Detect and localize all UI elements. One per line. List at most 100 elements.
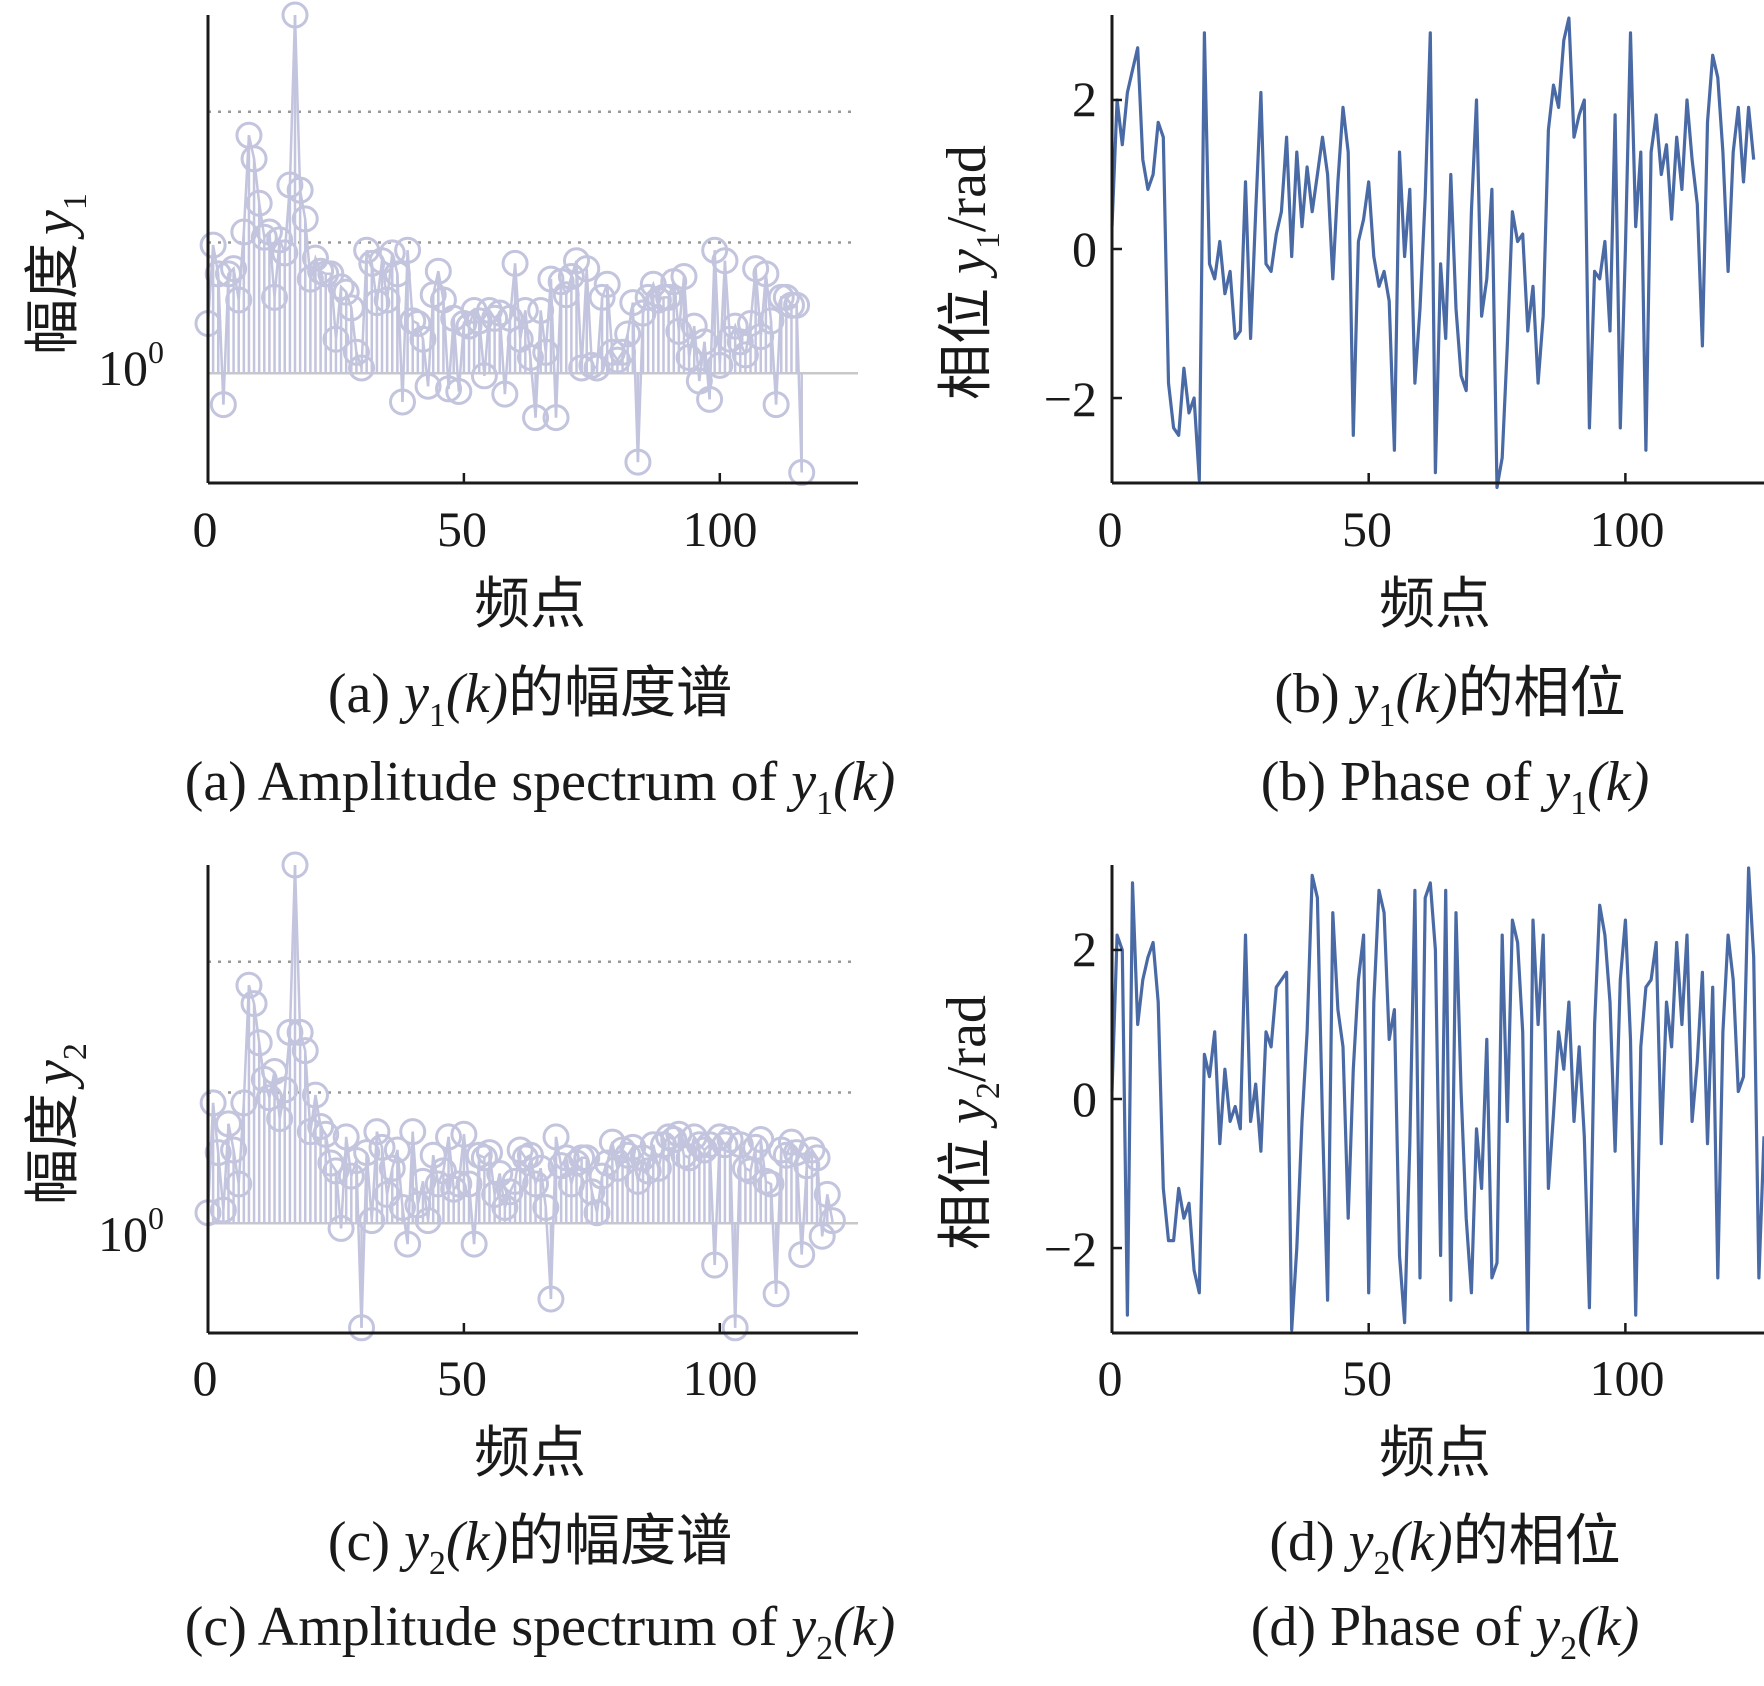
- y-tick-label-a: 100: [98, 334, 164, 396]
- data-point-66: [532, 1194, 560, 1222]
- caption-en-d: (d) Phase of y2(k): [1251, 1596, 1640, 1667]
- data-point-2: [204, 1139, 232, 1167]
- data-point-34: [368, 1133, 396, 1161]
- data-point-58: [491, 380, 519, 408]
- data-point-78: [593, 270, 621, 298]
- data-point-27: [332, 1123, 360, 1151]
- data-point-67: [537, 265, 565, 293]
- data-point-31: [353, 1139, 381, 1167]
- data-point-36: [378, 239, 406, 267]
- data-point-122: [818, 1207, 846, 1235]
- caption-cn-a: (a) y1(k)的幅度谱: [328, 663, 732, 734]
- data-point-121: [813, 1180, 841, 1208]
- data-point-33: [363, 1118, 391, 1146]
- x-tick-label-b-50: 50: [1342, 501, 1392, 557]
- data-point-71: [557, 262, 585, 290]
- panel-b: 0 50 100 2 0 −2 频点 相位 y1/rad (b) y1(k)的相…: [936, 15, 1764, 822]
- plot-area-d: [1110, 865, 1764, 1335]
- y-tick-label-d-pos2: 2: [1072, 921, 1097, 977]
- data-point-58: [491, 1194, 519, 1222]
- data-point-38: [388, 388, 416, 416]
- y-tick-label-b-0: 0: [1072, 221, 1097, 277]
- x-tick-label-c-0: 0: [193, 1350, 218, 1406]
- panel-d: 0 50 100 2 0 −2 频点 相位 y2/rad (d) y2(k)的相…: [936, 865, 1764, 1667]
- data-point-15: [271, 1076, 299, 1104]
- data-point-48: [440, 1175, 468, 1203]
- data-point-24: [317, 1149, 345, 1177]
- data-point-39: [394, 236, 422, 264]
- data-point-60: [501, 249, 529, 277]
- data-point-40: [399, 1118, 427, 1146]
- data-point-36: [378, 1154, 406, 1182]
- data-point-19: [291, 1037, 319, 1065]
- data-point-50: [450, 1120, 478, 1148]
- data-point-38: [388, 1194, 416, 1222]
- x-tick-label-d-50: 50: [1342, 1350, 1392, 1406]
- data-point-42: [409, 325, 437, 353]
- data-point-82: [614, 1141, 642, 1169]
- data-point-30: [348, 354, 376, 382]
- data-point-94: [675, 344, 703, 372]
- data-point-23: [312, 1120, 340, 1148]
- plot-area-c: [194, 851, 858, 1342]
- data-point-17: [281, 851, 309, 879]
- caption-cn-c: (c) y2(k)的幅度谱: [328, 1511, 732, 1582]
- data-point-79: [598, 338, 626, 366]
- panel-c: 0 50 100 100 频点 幅度y2 (c) y2(k)的幅度谱 (c) A…: [23, 851, 896, 1667]
- data-point-37: [383, 1136, 411, 1164]
- data-point-65: [527, 1154, 555, 1182]
- caption-en-c: (c) Amplitude spectrum of y2(k): [185, 1596, 896, 1667]
- data-point-62: [511, 296, 539, 324]
- data-point-115: [783, 291, 811, 319]
- data-point-67: [537, 1285, 565, 1313]
- data-point-103: [721, 1314, 749, 1342]
- data-point-80: [603, 346, 631, 374]
- data-point-98: [696, 385, 724, 413]
- data-point-19: [291, 205, 319, 233]
- data-point-11: [250, 223, 278, 251]
- data-point-5: [220, 1136, 248, 1164]
- data-point-110: [757, 307, 785, 335]
- data-point-68: [542, 1123, 570, 1151]
- data-point-116: [788, 459, 816, 487]
- stem-connector-line: [206, 864, 834, 1328]
- panel-a: 0 50 100 100 频点 幅度y1 (a) y1(k)的幅度谱 (a) A…: [23, 1, 895, 822]
- data-point-32: [358, 1207, 386, 1235]
- data-point-76: [583, 1199, 611, 1227]
- data-point-101: [711, 247, 739, 275]
- data-point-33: [363, 289, 391, 317]
- data-point-4: [214, 1110, 242, 1138]
- data-point-56: [481, 304, 509, 332]
- data-point-102: [716, 325, 744, 353]
- data-point-103: [721, 312, 749, 340]
- y-axis-title-b: 相位 y1/rad: [936, 145, 1007, 400]
- y-tick-label-c: 100: [98, 1200, 164, 1262]
- x-tick-label-a-50: 50: [437, 501, 487, 557]
- data-point-8: [235, 971, 263, 999]
- data-point-116: [788, 1241, 816, 1269]
- series-line-phase: [1110, 16, 1756, 490]
- data-point-18: [286, 1018, 314, 1046]
- data-point-52: [460, 1230, 488, 1258]
- x-axis-title-d: 频点: [1379, 1423, 1491, 1485]
- data-point-59: [496, 304, 524, 332]
- data-point-68: [542, 404, 570, 432]
- data-point-77: [588, 283, 616, 311]
- x-tick-label-c-100: 100: [683, 1350, 758, 1406]
- data-point-14: [266, 1105, 294, 1133]
- data-point-49: [445, 377, 473, 405]
- data-point-92: [665, 317, 693, 345]
- y-axis-title-d: 相位 y2/rad: [936, 995, 1007, 1250]
- data-point-64: [522, 1170, 550, 1198]
- data-point-99: [701, 1251, 729, 1279]
- x-axis-title-c: 频点: [474, 1423, 586, 1485]
- data-point-65: [527, 296, 555, 324]
- data-point-118: [798, 1136, 826, 1164]
- data-point-111: [762, 1280, 790, 1308]
- x-tick-label-b-0: 0: [1098, 501, 1123, 557]
- data-point-41: [404, 310, 432, 338]
- data-point-43: [414, 372, 442, 400]
- data-point-1: [199, 231, 227, 259]
- data-point-49: [445, 1170, 473, 1198]
- x-tick-label-d-0: 0: [1098, 1350, 1123, 1406]
